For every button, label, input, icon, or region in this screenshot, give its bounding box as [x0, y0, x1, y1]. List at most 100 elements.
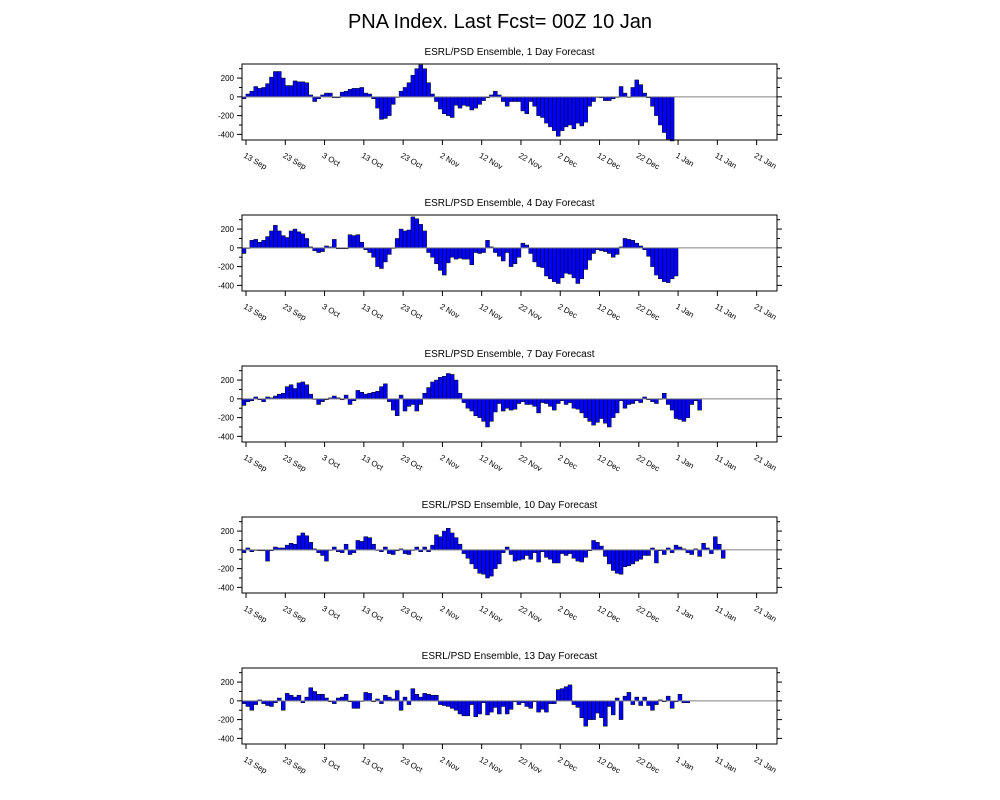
bar — [379, 96, 384, 120]
bar — [497, 700, 502, 715]
bar — [359, 541, 365, 551]
bar — [583, 549, 588, 558]
bar — [540, 247, 545, 268]
chart-panel: ESRL/PSD Ensemble, 4 Day Forecast 200 0 -20… — [218, 198, 782, 323]
bar — [320, 694, 325, 702]
bar — [434, 247, 439, 265]
bar — [642, 696, 647, 702]
bar — [567, 398, 573, 403]
bar — [355, 540, 361, 551]
bar — [630, 549, 636, 565]
bar — [406, 549, 412, 555]
x-tick-label: 22 Nov — [517, 604, 543, 624]
bar — [563, 247, 569, 274]
bar — [296, 231, 302, 249]
bar — [587, 398, 592, 422]
bar — [567, 549, 573, 554]
x-tick-label: 12 Dec — [596, 604, 622, 624]
bar — [493, 398, 498, 413]
x-tick-label: 13 Oct — [360, 453, 386, 473]
y-tick-label: -200 — [218, 263, 235, 272]
bar — [438, 96, 443, 110]
bar — [343, 90, 349, 98]
bar — [618, 700, 624, 720]
bar — [398, 90, 404, 98]
bar — [277, 71, 282, 98]
bar — [281, 77, 286, 98]
bars — [241, 216, 679, 284]
bar — [587, 247, 592, 261]
bar — [571, 700, 577, 705]
bar — [654, 247, 659, 276]
bar — [532, 398, 537, 407]
bar — [481, 549, 486, 575]
bar — [563, 96, 569, 128]
bar — [622, 695, 628, 702]
bar — [442, 247, 447, 276]
y-tick-label: -200 — [218, 112, 235, 121]
chart-panel: ESRL/PSD Ensemble, 10 Day Forecast 200 0 -2… — [218, 500, 782, 625]
bar — [446, 528, 451, 551]
bar — [524, 96, 530, 114]
bar — [394, 398, 400, 416]
x-tick-label: 22 Dec — [635, 453, 661, 473]
bar — [520, 242, 526, 249]
bar — [312, 96, 317, 102]
bar — [599, 545, 604, 551]
bar — [391, 96, 396, 105]
bar — [320, 549, 325, 556]
bar — [410, 398, 416, 405]
bar — [363, 393, 368, 400]
bar — [410, 216, 416, 249]
bar — [563, 549, 569, 556]
bar — [430, 544, 435, 551]
bar — [284, 386, 290, 400]
bar — [493, 90, 498, 98]
bar — [438, 377, 443, 400]
y-tick-label: -200 — [218, 716, 235, 725]
chart-title: ESRL/PSD Ensemble, 4 Day Forecast — [424, 198, 594, 209]
bar — [277, 230, 282, 249]
bar — [281, 392, 286, 400]
bar — [324, 92, 329, 98]
x-tick-label: 1 Jan — [674, 604, 695, 622]
y-tick-label: -400 — [218, 583, 235, 592]
bar — [292, 696, 298, 702]
bar — [575, 549, 581, 562]
bar — [465, 96, 471, 107]
x-tick-label: 13 Sep — [242, 302, 269, 323]
bar — [709, 549, 714, 554]
bar — [587, 700, 592, 720]
bar — [579, 398, 584, 414]
x-tick-label: 11 Jan — [713, 755, 738, 775]
bar — [292, 228, 298, 249]
bar — [603, 549, 608, 557]
y-tick-label: -400 — [218, 130, 235, 139]
x-tick-label: 23 Sep — [281, 755, 308, 776]
bar — [607, 549, 612, 565]
bar — [489, 398, 494, 422]
bar — [367, 247, 372, 253]
bar — [536, 247, 541, 267]
bar — [449, 96, 455, 118]
bar — [654, 96, 659, 116]
bar — [453, 700, 459, 711]
bar — [434, 534, 439, 551]
bar — [300, 381, 306, 400]
bar — [548, 549, 553, 560]
x-tick-label: 21 Jan — [753, 453, 778, 473]
bar — [442, 530, 447, 551]
bar — [442, 376, 447, 400]
bar — [453, 247, 459, 260]
plot-frame — [241, 516, 778, 594]
bar — [461, 549, 467, 554]
bar — [284, 237, 290, 249]
y-tick-label: 0 — [230, 395, 235, 404]
bar — [720, 549, 726, 559]
bar — [387, 549, 392, 554]
bar — [528, 96, 533, 102]
y-tick-label: 200 — [221, 225, 235, 234]
bar — [465, 700, 471, 717]
x-tick-label: 13 Sep — [242, 453, 269, 474]
x-tick-label: 22 Nov — [517, 755, 543, 775]
